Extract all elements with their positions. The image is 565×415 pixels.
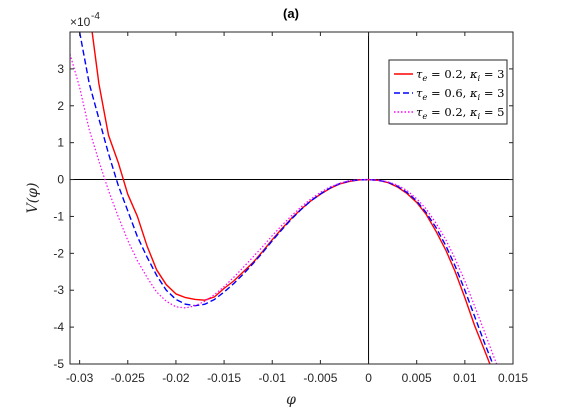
legend-entry: τe = 0.2, κi = 3 <box>416 67 504 84</box>
x-tick-label: 0.01 <box>453 371 477 385</box>
y-exponent-power: -4 <box>91 11 100 22</box>
x-tick-label: -0.015 <box>207 371 241 385</box>
x-tick-label: -0.03 <box>66 371 94 385</box>
y-tick-label: -2 <box>53 246 64 260</box>
y-exponent: ×10 -4 <box>70 11 100 29</box>
legend: τe = 0.2, κi = 3 τe = 0.6, κi = 3 τe = 0.2… <box>388 59 508 125</box>
x-tick-label: -0.02 <box>162 371 190 385</box>
x-axis: -0.03 -0.025 -0.02 -0.015 -0.01 -0.005 0 0.005 0… <box>66 32 528 385</box>
y-tick-label: -5 <box>53 357 64 371</box>
chart-title: (a) <box>283 6 299 21</box>
x-tick-label: -0.025 <box>111 371 145 385</box>
y-tick-label: 0 <box>57 173 64 187</box>
legend-entry: τe = 0.2, κi = 5 <box>416 105 504 122</box>
y-tick-label: -3 <box>53 283 64 297</box>
y-tick-label: 2 <box>57 99 64 113</box>
plot-frame <box>69 31 514 365</box>
x-axis-label: φ <box>286 392 296 408</box>
legend-box <box>388 59 508 125</box>
x-tick-label: 0 <box>365 371 372 385</box>
x-tick-label: 0.005 <box>402 371 432 385</box>
series-line-3 <box>70 53 498 364</box>
x-tick-label: 0.015 <box>498 371 528 385</box>
y-axis: -5 -4 -3 -2 -1 0 1 2 3 <box>53 62 513 371</box>
x-tick-label: -0.005 <box>303 371 337 385</box>
x-tick-label: -0.01 <box>259 371 287 385</box>
y-tick-label: -4 <box>53 320 64 334</box>
series-line-1 <box>91 32 491 364</box>
y-exponent-prefix: ×10 <box>70 15 91 29</box>
y-tick-label: 3 <box>57 62 64 76</box>
y-tick-label: 1 <box>57 136 64 150</box>
series-line-2 <box>78 32 494 364</box>
legend-entry: τe = 0.6, κi = 3 <box>416 86 504 103</box>
series-group <box>70 32 498 364</box>
y-axis-label: V(φ) <box>25 183 41 214</box>
y-tick-label: -1 <box>53 209 64 223</box>
reference-lines <box>70 32 513 364</box>
